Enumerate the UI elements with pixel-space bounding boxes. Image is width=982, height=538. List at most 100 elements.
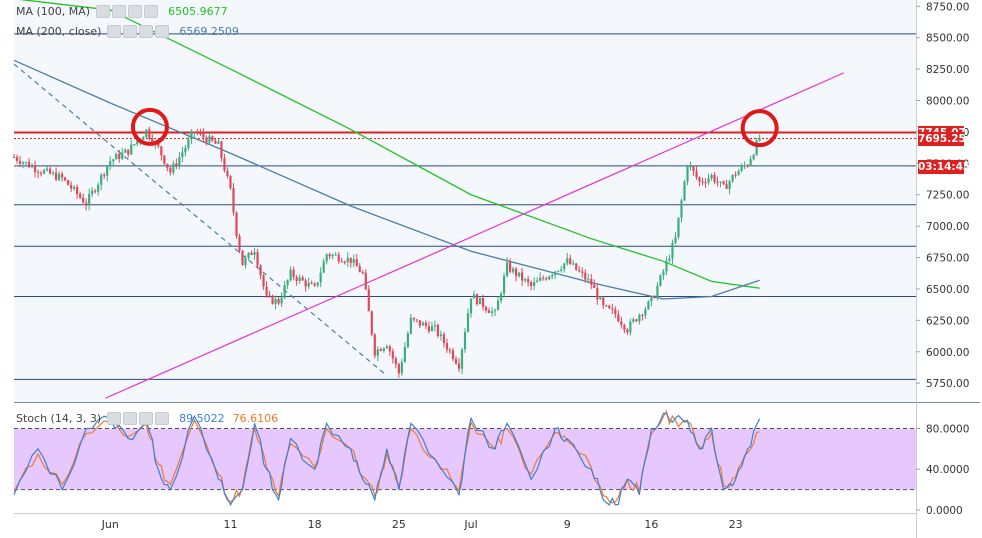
candle <box>584 269 587 283</box>
more-icon[interactable] <box>128 5 143 18</box>
candle-body <box>554 271 557 276</box>
legend-stoch-d-value: 76.6106 <box>232 412 279 425</box>
candle <box>418 320 421 329</box>
candle <box>232 182 235 216</box>
candle <box>614 306 617 319</box>
candle <box>626 327 629 335</box>
candle-body <box>15 157 19 161</box>
candle-body <box>256 252 259 266</box>
candle-body <box>250 252 253 255</box>
candle-body <box>569 258 572 265</box>
candle <box>451 347 455 362</box>
candle-body <box>617 314 620 322</box>
candle-body <box>277 298 280 304</box>
candle-body <box>289 269 292 281</box>
price-tick-label: 8750.00 <box>926 1 969 13</box>
candle <box>394 356 397 369</box>
candle <box>433 320 437 332</box>
candle <box>268 291 271 299</box>
candle-body <box>683 181 686 201</box>
eye-icon[interactable] <box>107 412 122 425</box>
candle-body <box>310 282 313 284</box>
candle <box>656 282 659 301</box>
eye-icon[interactable] <box>107 25 122 38</box>
candle-body <box>521 272 524 281</box>
candle <box>217 138 220 144</box>
candle-body <box>51 172 55 174</box>
candle <box>722 180 725 185</box>
candle <box>64 176 67 182</box>
price-tick-label: 8500.00 <box>926 33 969 45</box>
candle-body <box>509 262 512 272</box>
candle-body <box>427 325 431 332</box>
candle <box>725 179 728 190</box>
candle <box>391 348 394 364</box>
highlight-circle <box>130 107 169 146</box>
candle <box>382 347 385 353</box>
candle-body <box>641 314 644 316</box>
candle-body <box>518 272 521 277</box>
candle <box>18 155 22 168</box>
candle-body <box>659 275 662 286</box>
more-icon[interactable] <box>139 412 154 425</box>
candle-body <box>223 158 226 171</box>
close-icon[interactable] <box>155 412 170 425</box>
gear-icon[interactable] <box>112 5 127 18</box>
candle <box>484 305 488 314</box>
candle <box>445 338 449 353</box>
candle <box>103 172 106 180</box>
price-tick-label: 6750.00 <box>926 253 969 265</box>
gear-icon[interactable] <box>123 412 138 425</box>
candle-body <box>656 285 659 298</box>
legend-ma200[interactable]: MA (200, close) 6569.2509 <box>16 25 239 38</box>
candle <box>100 173 103 191</box>
eye-icon[interactable] <box>96 5 111 18</box>
candle <box>322 258 325 273</box>
candle <box>259 264 262 280</box>
legend-stoch[interactable]: Stoch (14, 3, 3) 89.5022 76.6106 <box>16 412 278 425</box>
candle <box>184 144 187 157</box>
candle-body <box>430 326 434 332</box>
candle-body <box>196 132 199 134</box>
candle <box>36 169 40 179</box>
candle <box>551 273 554 280</box>
candle <box>472 290 476 299</box>
candle-body <box>394 358 397 365</box>
candle <box>740 163 743 173</box>
candle-body <box>584 272 587 280</box>
candle-body <box>70 185 73 189</box>
candle <box>755 137 758 156</box>
candle <box>253 247 256 260</box>
candle <box>166 163 169 172</box>
candle-body <box>680 200 683 218</box>
candle <box>424 320 428 329</box>
candle-body <box>331 254 334 257</box>
candle-body <box>716 181 719 183</box>
candle <box>15 154 19 164</box>
candle <box>463 327 467 353</box>
time-tick-label: 9 <box>564 518 571 531</box>
candle-body <box>481 297 485 308</box>
candle-body <box>262 275 265 287</box>
candle <box>226 167 229 179</box>
candle <box>223 153 226 173</box>
candle-body <box>292 269 295 278</box>
candle <box>493 308 497 317</box>
close-icon[interactable] <box>144 5 159 18</box>
candle <box>641 313 644 321</box>
candle <box>190 129 193 145</box>
price-tick-label: 7250.00 <box>926 190 969 202</box>
gear-icon[interactable] <box>123 25 138 38</box>
candle <box>421 320 425 326</box>
legend-ma100[interactable]: MA (100, MA) 6505.9677 <box>16 5 228 18</box>
candle-body <box>160 146 163 156</box>
candle <box>136 140 139 147</box>
candle <box>569 254 572 265</box>
close-icon[interactable] <box>155 25 170 38</box>
more-icon[interactable] <box>139 25 154 38</box>
candle-body <box>590 278 593 285</box>
candle <box>370 310 373 337</box>
candle <box>343 260 346 265</box>
candle-body <box>118 153 121 159</box>
